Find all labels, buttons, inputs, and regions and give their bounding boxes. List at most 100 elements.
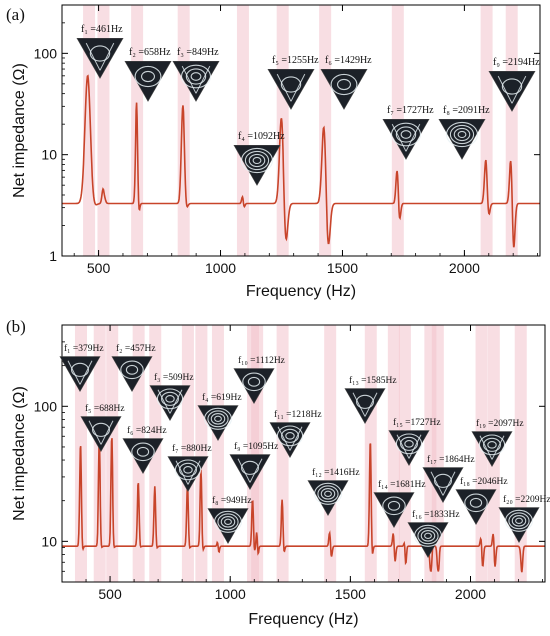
nodal-line xyxy=(442,471,456,496)
nodal-line xyxy=(195,65,211,94)
mode-frequency-label: f₁₅ =1727Hz xyxy=(393,417,441,428)
mode-shape-inset: f₈ =949Hz xyxy=(207,495,252,545)
nodal-line xyxy=(483,437,501,452)
peak-highlight-band xyxy=(324,325,337,582)
mode-shape-inset: f₁₃ =1585Hz xyxy=(344,375,397,425)
nodal-line xyxy=(434,473,452,488)
nodal-line xyxy=(174,459,202,481)
mode-frequency-label: f₄ =619Hz xyxy=(202,392,242,403)
x-tick-label: 500 xyxy=(87,260,111,276)
nodal-line xyxy=(276,425,304,447)
nodal-line xyxy=(337,78,351,91)
series-line-net-impedance xyxy=(62,74,540,248)
mode-shape-inset: f₄ =1092Hz xyxy=(233,131,285,186)
x-tick-label: 500 xyxy=(98,586,122,602)
nodal-line xyxy=(131,442,155,462)
mode-frequency-label: f₁₃ =1585Hz xyxy=(349,375,397,386)
nodal-line xyxy=(210,413,226,425)
mode-frequency-label: f₄ =1092Hz xyxy=(238,131,285,142)
nodal-line xyxy=(464,493,488,513)
x-tick-label: 2000 xyxy=(449,260,480,276)
nodal-line xyxy=(181,65,197,94)
nodal-line xyxy=(185,68,207,85)
plot-frame xyxy=(61,4,541,257)
nodal-line xyxy=(391,123,407,152)
nodal-line xyxy=(511,75,527,104)
mode-frequency-label: f₁₆ =1833Hz xyxy=(412,509,460,520)
x-axis-label: Frequency (Hz) xyxy=(246,283,356,300)
mode-shape-inset: f₁₂ =1416Hz xyxy=(307,467,360,517)
mode-shape-inset: f₉ =1095Hz xyxy=(229,441,278,491)
nodal-line xyxy=(420,530,436,542)
panel-label: (b) xyxy=(6,317,26,336)
mode-shape-plate xyxy=(207,508,249,545)
mode-frequency-label: f₅ =1255Hz xyxy=(272,55,319,66)
y-tick-label: 10 xyxy=(41,533,57,549)
peak-highlight-band xyxy=(236,5,249,256)
mode-frequency-label: f₂ =658Hz xyxy=(129,47,171,58)
mode-frequency-label: f₁₄ =1681Hz xyxy=(378,479,426,490)
nodal-line xyxy=(241,460,259,475)
nodal-line xyxy=(400,436,418,451)
nodal-line xyxy=(395,126,417,143)
mode-frequency-label: f₇ =1727Hz xyxy=(387,105,434,116)
x-tick-label: 1500 xyxy=(335,586,366,602)
series-line-net-impedance xyxy=(62,438,545,573)
nodal-line xyxy=(190,72,202,81)
nodal-line xyxy=(497,75,513,104)
mode-shape-plate xyxy=(344,388,386,425)
mode-frequency-label: f₉ =1095Hz xyxy=(234,441,278,452)
mode-frequency-label: f₃ =509Hz xyxy=(154,372,194,383)
mode-shape-inset: f₇ =880Hz xyxy=(167,443,212,493)
mode-frequency-label: f₁₂ =1416Hz xyxy=(312,467,360,478)
nodal-line xyxy=(396,434,410,459)
nodal-line xyxy=(214,510,242,533)
nodal-line xyxy=(156,388,184,410)
mode-shape-inset: f₁₈ =2046Hz xyxy=(455,476,508,526)
nodal-line xyxy=(249,458,263,483)
nodal-line xyxy=(317,485,339,503)
nodal-line xyxy=(224,518,232,525)
mode-frequency-label: f₉ =2194Hz xyxy=(493,57,540,68)
nodal-line xyxy=(120,360,144,380)
x-tick-label: 2000 xyxy=(455,586,486,602)
nodal-line xyxy=(404,439,414,448)
nodal-line xyxy=(289,426,303,451)
mode-frequency-label: f₁₀ =1112Hz xyxy=(238,355,285,366)
mode-frequency-label: f₁ =461Hz xyxy=(81,24,123,35)
nodal-line xyxy=(183,465,193,474)
nodal-line xyxy=(99,42,115,71)
nodal-line xyxy=(285,431,295,440)
nodal-line xyxy=(89,45,111,62)
mode-frequency-label: f₆ =824Hz xyxy=(127,425,167,436)
nodal-line xyxy=(469,497,483,508)
mode-shape-inset: f₂₀ =2209Hz xyxy=(498,494,550,544)
nodal-line xyxy=(505,509,533,532)
mode-shape-inset: f₁ =379Hz xyxy=(59,343,104,393)
nodal-line xyxy=(280,76,302,93)
y-axis-label: Net impedance (Ω) xyxy=(11,63,28,198)
nodal-line xyxy=(134,65,162,88)
mode-frequency-label: f₅ =688Hz xyxy=(85,403,125,414)
panel-label: (a) xyxy=(6,5,25,24)
chart-panel-b: 500 1000 1500 2000 10 100 Frequency (Hz) Net im… xyxy=(6,317,550,628)
nodal-line xyxy=(382,496,406,516)
nodal-line xyxy=(204,407,232,430)
nodal-line xyxy=(277,426,291,451)
nodal-line xyxy=(175,460,189,485)
nodal-line xyxy=(515,517,523,524)
nodal-line xyxy=(85,42,101,71)
nodal-line xyxy=(92,422,110,437)
mode-frequency-label: f₂ =457Hz xyxy=(116,343,156,354)
y-axis-label: Net impedance (Ω) xyxy=(11,386,28,521)
nodal-line xyxy=(508,512,530,530)
plot-frame xyxy=(61,324,546,583)
y-tick-label: 100 xyxy=(34,45,58,61)
x-tick-label: 1000 xyxy=(215,586,246,602)
mode-shape-inset: f₅ =1255Hz xyxy=(267,55,319,110)
nodal-line xyxy=(71,362,89,377)
nodal-line xyxy=(247,376,261,387)
peak-highlight-band xyxy=(83,5,96,256)
nodal-line xyxy=(276,73,292,102)
nodal-line xyxy=(125,364,139,375)
